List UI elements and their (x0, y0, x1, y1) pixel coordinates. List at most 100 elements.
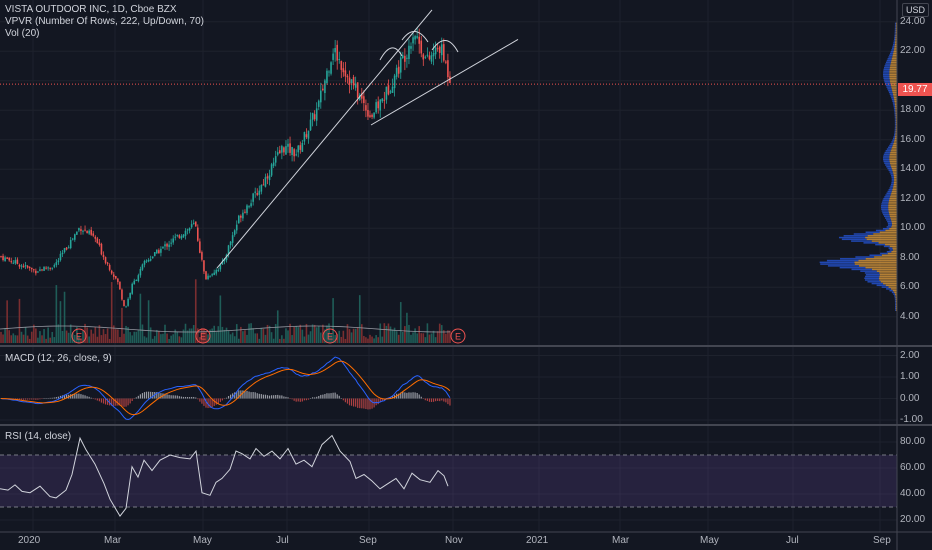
volume-bar (408, 324, 410, 343)
volume-bar (246, 334, 248, 343)
candle-body (199, 241, 201, 253)
vpvr-down-row (893, 185, 897, 187)
vpvr-down-row (879, 231, 897, 233)
volume-bar (156, 329, 158, 343)
vpvr-up-row (853, 233, 874, 235)
vpvr-up-row (894, 304, 896, 306)
volume-bar (438, 323, 441, 343)
volume-bar (402, 331, 404, 343)
macd-histogram-bar (254, 392, 256, 399)
volume-bar (153, 336, 156, 343)
candle-body (404, 55, 406, 62)
candle-body (356, 82, 359, 98)
macd-histogram-bar (150, 391, 152, 399)
candle-body (115, 275, 117, 279)
candle-body (240, 215, 242, 218)
vpvr-up-row (889, 187, 893, 189)
currency-label[interactable]: USD (901, 3, 929, 17)
vpvr-down-row (889, 157, 897, 159)
vpvr-up-row (892, 139, 895, 141)
vpvr-up-row (867, 281, 881, 283)
vpvr-legend[interactable]: VPVR (Number Of Rows, 222, Up/Down, 70) (5, 16, 204, 27)
macd-histogram-bar (225, 397, 228, 399)
vpvr-up-row (887, 88, 892, 90)
candle-body (443, 44, 445, 61)
candle-body (41, 269, 43, 271)
vpvr-up-row (882, 157, 890, 159)
macd-histogram-bar (209, 398, 211, 408)
candle-body (186, 229, 189, 231)
candle-body (166, 243, 168, 247)
volume-bar (92, 333, 95, 343)
macd-histogram-bar (449, 398, 451, 406)
volume-bar (121, 307, 123, 343)
candle-body (242, 212, 244, 219)
vpvr-up-row (890, 173, 894, 175)
vpvr-down-row (891, 148, 897, 150)
macd-legend[interactable]: MACD (12, 26, close, 9) (5, 353, 112, 365)
macd-histogram-bar (353, 398, 355, 407)
macd-pane (0, 356, 451, 420)
macd-histogram-bar (414, 392, 416, 399)
vpvr-down-row (894, 98, 897, 101)
macd-histogram-bar (199, 398, 201, 402)
macd-histogram-bar (424, 398, 426, 401)
macd-histogram-bar (35, 398, 37, 400)
vpvr-up-row (894, 305, 896, 308)
vpvr-down-row (893, 142, 897, 145)
vpvr-down-row (892, 54, 897, 56)
candle-body (293, 149, 295, 157)
vpvr-up-row (886, 166, 892, 168)
macd-histogram-bar (357, 398, 359, 408)
macd-histogram-bar (412, 392, 414, 399)
volume-bar (385, 325, 388, 343)
vpvr-up-row (894, 132, 896, 134)
vpvr-down-row (895, 132, 897, 134)
candle-body (211, 274, 213, 276)
volume-bar (59, 301, 62, 343)
volume-bar (205, 332, 207, 343)
macd-histogram-bar (289, 398, 291, 399)
volume-bar (399, 302, 402, 343)
vpvr-down-row (892, 169, 897, 172)
macd-histogram-bar (90, 397, 92, 399)
candle-body (342, 68, 345, 73)
vpvr-down-row (889, 79, 897, 81)
volume-bar (252, 328, 254, 343)
candle-body (147, 259, 150, 262)
vpvr-up-row (890, 50, 894, 53)
vpvr-up-row (865, 273, 880, 276)
signal-line (0, 360, 451, 416)
volume-bar (158, 331, 160, 343)
volume-bar (215, 332, 218, 343)
candle-body (59, 253, 62, 261)
time-tick-label: Nov (445, 535, 463, 546)
candle-body (145, 260, 148, 262)
volume-bar (260, 328, 263, 343)
vpvr-down-row (891, 219, 897, 221)
candle-body (305, 134, 308, 138)
vpvr-up-row (894, 307, 896, 310)
rsi-legend[interactable]: RSI (14, close) (5, 431, 71, 443)
vpvr-up-row (884, 65, 891, 67)
vpvr-up-row (888, 189, 893, 191)
vpvr-up-row (883, 155, 890, 157)
vpvr-up-row (820, 263, 855, 265)
candle-body (285, 146, 287, 155)
vpvr-down-row (889, 155, 897, 157)
candle-body (215, 270, 218, 274)
volume-bar (342, 330, 345, 343)
volume-bar (82, 331, 84, 343)
vpvr-down-row (895, 29, 897, 32)
candle-body (334, 48, 336, 53)
volume-bar (436, 331, 439, 343)
symbol-title[interactable]: VISTA OUTDOOR INC, 1D, Cboe BZX (5, 4, 177, 15)
macd-histogram-bar (367, 398, 369, 410)
volume-bar (86, 327, 88, 343)
vpvr-up-row (893, 38, 896, 41)
volume-bar (110, 282, 113, 343)
volume-legend[interactable]: Vol (20) (5, 28, 40, 39)
vpvr-up-row (894, 134, 896, 136)
vpvr-up-row (883, 68, 890, 71)
